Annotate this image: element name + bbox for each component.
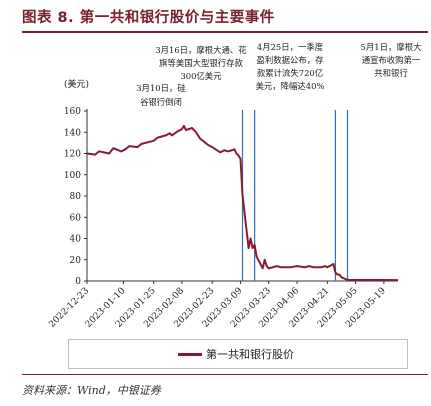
- annotation-line: 通宣布收购第一: [362, 55, 421, 65]
- event-annotation: 5月1日，摩根大通宣布收购第一共和银行: [361, 42, 423, 78]
- price-series-line: [86, 124, 399, 282]
- title-divider: [22, 31, 428, 33]
- annotation-line: 美元，降幅达40%: [256, 81, 325, 91]
- annotation-line: 3月16日，摩根大通、花: [155, 45, 247, 55]
- annotation-line: 3月10日，硅: [136, 83, 186, 93]
- event-annotation: 4月25日，一季度盈利数据公布，存款累计流失720亿美元，降幅达40%: [256, 42, 325, 91]
- figure-title: 图表 8. 第一共和银行股价与主要事件: [22, 10, 275, 26]
- y-tick-label: 20: [70, 256, 82, 266]
- annotation-line: 旗等美国大型银行存款: [159, 58, 243, 68]
- y-tick-label: 100: [64, 171, 81, 181]
- annotation-line: 4月25日，一季度: [257, 42, 324, 52]
- y-unit-label: (美元): [64, 78, 89, 90]
- y-tick-label: 40: [70, 235, 82, 245]
- event-markers: [241, 110, 349, 281]
- y-tick-label: 60: [70, 213, 82, 223]
- annotation-line: 300亿美元: [180, 71, 222, 81]
- legend-box: [68, 339, 408, 369]
- series-layer: [86, 124, 399, 282]
- y-tick-label: 80: [70, 192, 82, 202]
- axes: 0204060801001201401602022-12-232023-01-1…: [47, 107, 398, 330]
- annotation-line: 谷银行倒闭: [140, 97, 182, 107]
- source-note: 资料来源：Wind，中银证券: [22, 384, 161, 397]
- annotations: 3月10日，硅谷银行倒闭 3月16日，摩根大通、花旗等美国大型银行存款 300亿美元…: [136, 42, 422, 107]
- annotation-line: 共和银行: [374, 68, 408, 78]
- event-annotation: 3月16日，摩根大通、花旗等美国大型银行存款 300亿美元: [155, 45, 247, 81]
- annotation-line: 盈利数据公布，存: [257, 55, 325, 65]
- annotation-line: 款累计流失720亿: [257, 68, 323, 78]
- y-tick-label: 120: [64, 150, 81, 160]
- source-divider: [22, 374, 428, 375]
- annotation-line: 5月1日，摩根大: [361, 42, 423, 52]
- legend-label: 第一共和银行股价: [206, 348, 294, 361]
- y-tick-label: 0: [75, 277, 81, 287]
- y-tick-label: 140: [64, 128, 81, 138]
- legend-swatch: [178, 353, 202, 356]
- event-annotation: 3月10日，硅谷银行倒闭: [136, 83, 186, 107]
- y-tick-label: 160: [64, 107, 81, 117]
